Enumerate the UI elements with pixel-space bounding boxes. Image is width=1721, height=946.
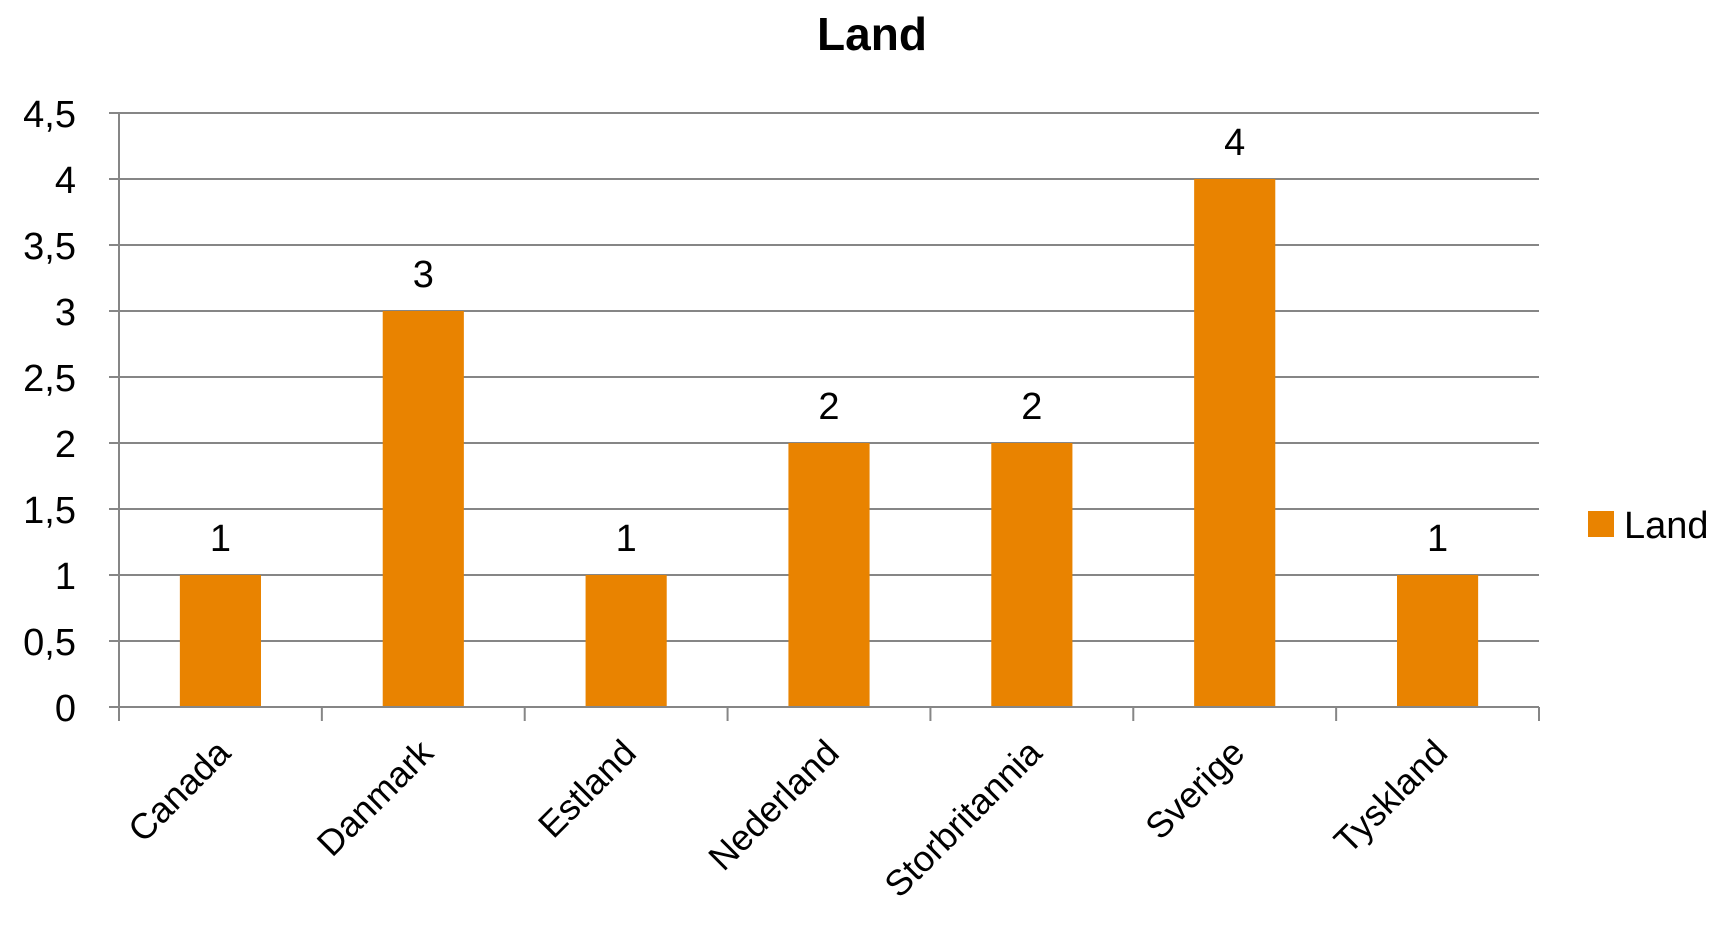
x-category-label: Tyskland [1326,732,1455,861]
y-tick-label: 4 [55,160,76,202]
data-label: 1 [1427,518,1448,560]
bar-storbritannia [991,443,1073,707]
y-tick-label: 2,5 [23,358,76,400]
data-labels: 1 3 1 2 2 4 1 [210,122,1448,560]
data-label: 2 [818,386,839,428]
data-label: 1 [616,518,637,560]
x-category-label: Sverige [1137,732,1252,847]
bar-danmark [382,311,464,707]
bar-tyskland [1397,575,1479,707]
data-label: 1 [210,518,231,560]
chart-title: Land [817,8,927,60]
y-axis-tick-labels: 0 0,5 1 1,5 2 2,5 3 3,5 4 4,5 [23,94,76,730]
bar-sverige [1194,179,1276,707]
bar-canada [179,575,261,707]
y-tick-label: 4,5 [23,94,76,136]
x-category-label: Nederland [700,732,846,878]
legend-swatch [1588,511,1614,537]
legend: Land [1588,505,1709,547]
bar-nederland [788,443,870,707]
data-label: 4 [1224,122,1245,164]
y-tick-label: 1 [55,556,76,598]
y-tick-label: 0 [55,688,76,730]
x-category-label: Canada [120,731,239,850]
bar-estland [585,575,667,707]
bars [179,179,1479,707]
x-axis-category-labels: Canada Danmark Estland Nederland Storbritann… [120,731,1455,905]
x-category-label: Estland [530,732,644,846]
axes [118,113,1540,721]
x-category-label: Storbritannia [876,731,1050,905]
x-category-label: Danmark [309,731,442,864]
y-tick-label: 1,5 [23,490,76,532]
y-tick-label: 3 [55,292,76,334]
data-label: 2 [1021,386,1042,428]
data-label: 3 [413,254,434,296]
y-tick-label: 2 [55,424,76,466]
y-tick-label: 3,5 [23,226,76,268]
legend-label: Land [1624,505,1709,547]
y-tick-label: 0,5 [23,622,76,664]
